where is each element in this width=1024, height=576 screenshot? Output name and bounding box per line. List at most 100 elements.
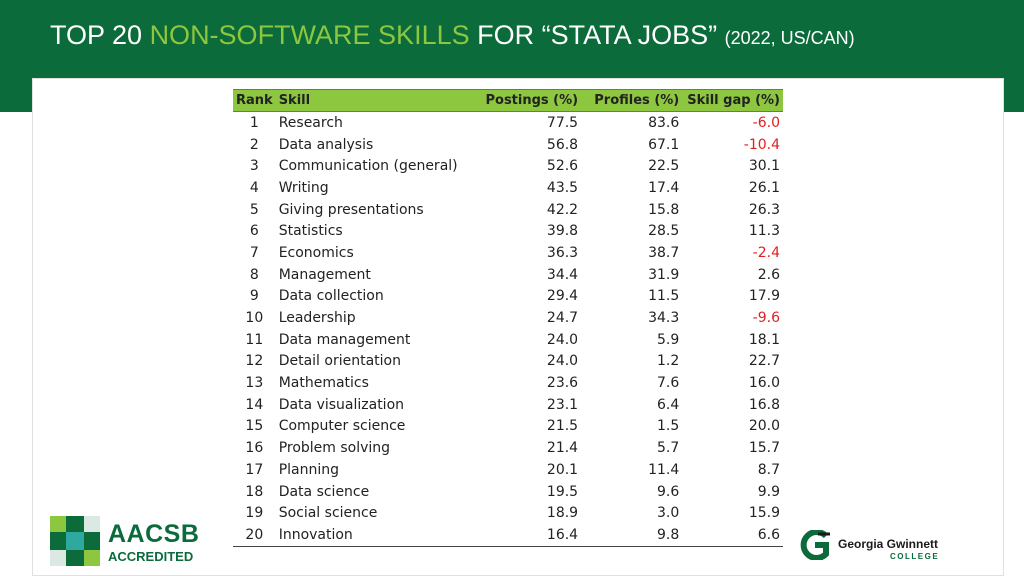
cell-skill: Problem solving bbox=[278, 440, 391, 457]
header-profiles: Profiles (%) bbox=[581, 89, 683, 112]
cell-skill: Data collection bbox=[278, 288, 384, 305]
table-header-row: Rank Skill Postings (%) Profiles (%) Ski… bbox=[233, 89, 783, 112]
cell-postings: 24.7 bbox=[546, 310, 579, 327]
cell-profiles: 9.8 bbox=[581, 524, 683, 547]
skills-table: Rank Skill Postings (%) Profiles (%) Ski… bbox=[233, 89, 783, 547]
cell-gap: 6.6 bbox=[682, 524, 783, 547]
cell-profiles: 34.3 bbox=[648, 310, 680, 327]
table-row: 6 Statistics 39.8 28.5 11.3 bbox=[233, 220, 783, 242]
cell-rank: 10 bbox=[245, 310, 264, 327]
cell-gap: 17.9 bbox=[748, 288, 780, 305]
cell-profiles: 5.9 bbox=[656, 331, 680, 348]
cell-rank: 16 bbox=[245, 440, 264, 457]
cell-gap: 30.1 bbox=[748, 158, 780, 175]
cell-postings: 77.5 bbox=[546, 114, 579, 131]
ggc-name: Georgia Gwinnett bbox=[838, 537, 939, 551]
cell-profiles: 17.4 bbox=[648, 179, 680, 196]
cell-skill: Innovation bbox=[275, 524, 480, 547]
cell-skill: Statistics bbox=[278, 223, 343, 240]
table-row: 14 Data visualization 23.1 6.4 16.8 bbox=[233, 394, 783, 416]
cell-skill: Planning bbox=[278, 461, 339, 478]
cell-skill: Detail orientation bbox=[278, 353, 401, 370]
cell-rank: 19 bbox=[245, 505, 264, 522]
cell-profiles: 6.4 bbox=[656, 396, 680, 413]
cell-gap: 18.1 bbox=[748, 331, 780, 348]
ggc-sub: COLLEGE bbox=[890, 552, 940, 561]
cell-skill: Data visualization bbox=[278, 396, 405, 413]
cell-skill: Computer science bbox=[278, 418, 406, 435]
cell-skill: Leadership bbox=[278, 310, 356, 327]
cell-rank: 15 bbox=[245, 418, 264, 435]
aacsb-mark-icon bbox=[50, 516, 100, 566]
table-row: 18 Data science 19.5 9.6 9.9 bbox=[233, 481, 783, 503]
ggc-logo: Georgia Gwinnett COLLEGE bbox=[796, 530, 946, 564]
cell-gap: 8.7 bbox=[757, 461, 780, 478]
cell-profiles: 1.5 bbox=[656, 418, 680, 435]
cell-postings: 21.5 bbox=[546, 418, 579, 435]
cell-rank: 8 bbox=[249, 266, 259, 283]
header-gap: Skill gap (%) bbox=[682, 89, 783, 112]
cell-rank: 9 bbox=[249, 288, 259, 305]
aacsb-name: AACSB bbox=[108, 520, 200, 548]
cell-rank: 4 bbox=[249, 179, 259, 196]
cell-rank: 2 bbox=[249, 136, 259, 153]
table-row: 3 Communication (general) 52.6 22.5 30.1 bbox=[233, 155, 783, 177]
cell-skill: Social science bbox=[278, 505, 378, 522]
cell-profiles: 11.4 bbox=[648, 461, 680, 478]
cell-profiles: 1.2 bbox=[656, 353, 680, 370]
cell-rank: 17 bbox=[245, 461, 264, 478]
cell-gap: -10.4 bbox=[743, 136, 780, 153]
cell-profiles: 7.6 bbox=[656, 375, 680, 392]
cell-rank: 12 bbox=[245, 353, 264, 370]
cell-profiles: 38.7 bbox=[648, 244, 680, 261]
cell-postings: 20.1 bbox=[546, 461, 579, 478]
header-skill: Skill bbox=[275, 89, 480, 112]
cell-postings: 18.9 bbox=[546, 505, 579, 522]
cell-profiles: 9.6 bbox=[656, 483, 680, 500]
table-row: 15 Computer science 21.5 1.5 20.0 bbox=[233, 416, 783, 438]
table-row: 13 Mathematics 23.6 7.6 16.0 bbox=[233, 372, 783, 394]
cell-postings: 29.4 bbox=[546, 288, 579, 305]
cell-gap: -2.4 bbox=[752, 244, 780, 261]
cell-postings: 24.0 bbox=[546, 353, 579, 370]
cell-gap: 16.8 bbox=[748, 396, 780, 413]
cell-gap: 22.7 bbox=[748, 353, 780, 370]
cell-profiles: 5.7 bbox=[656, 440, 680, 457]
table-row: 7 Economics 36.3 38.7 -2.4 bbox=[233, 242, 783, 264]
table-row: 5 Giving presentations 42.2 15.8 26.3 bbox=[233, 199, 783, 221]
cell-gap: 9.9 bbox=[757, 483, 780, 500]
cell-profiles: 11.5 bbox=[648, 288, 680, 305]
table-row: 9 Data collection 29.4 11.5 17.9 bbox=[233, 286, 783, 308]
table-row: 8 Management 34.4 31.9 2.6 bbox=[233, 264, 783, 286]
cell-postings: 24.0 bbox=[546, 331, 579, 348]
cell-postings: 52.6 bbox=[546, 158, 579, 175]
cell-rank: 1 bbox=[249, 114, 259, 131]
cell-skill: Data management bbox=[278, 331, 411, 348]
title-accent: NON-SOFTWARE SKILLS bbox=[149, 20, 470, 50]
cell-skill: Communication (general) bbox=[278, 158, 458, 175]
cell-gap: 2.6 bbox=[757, 266, 780, 283]
cell-gap: -6.0 bbox=[752, 114, 780, 131]
table-row: 11 Data management 24.0 5.9 18.1 bbox=[233, 329, 783, 351]
cell-postings: 16.4 bbox=[479, 524, 582, 547]
cell-profiles: 83.6 bbox=[648, 114, 680, 131]
table-row: 16 Problem solving 21.4 5.7 15.7 bbox=[233, 437, 783, 459]
cell-rank: 6 bbox=[249, 223, 259, 240]
cell-skill: Writing bbox=[278, 179, 329, 196]
cell-rank: 13 bbox=[245, 375, 264, 392]
aacsb-logo: AACSB ACCREDITED bbox=[50, 516, 210, 568]
title-text-1: TOP 20 bbox=[50, 20, 150, 50]
cell-profiles: 22.5 bbox=[648, 158, 680, 175]
cell-skill: Management bbox=[278, 266, 371, 283]
cell-gap: 11.3 bbox=[748, 223, 780, 240]
cell-rank: 5 bbox=[249, 201, 259, 218]
ggc-g-icon bbox=[800, 530, 830, 560]
cell-postings: 19.5 bbox=[546, 483, 579, 500]
cell-gap: 15.9 bbox=[748, 505, 780, 522]
cell-rank: 3 bbox=[249, 158, 259, 175]
cell-profiles: 15.8 bbox=[648, 201, 680, 218]
cell-gap: 20.0 bbox=[748, 418, 780, 435]
cell-postings: 56.8 bbox=[546, 136, 579, 153]
cell-profiles: 28.5 bbox=[648, 223, 680, 240]
cell-gap: -9.6 bbox=[752, 310, 780, 327]
